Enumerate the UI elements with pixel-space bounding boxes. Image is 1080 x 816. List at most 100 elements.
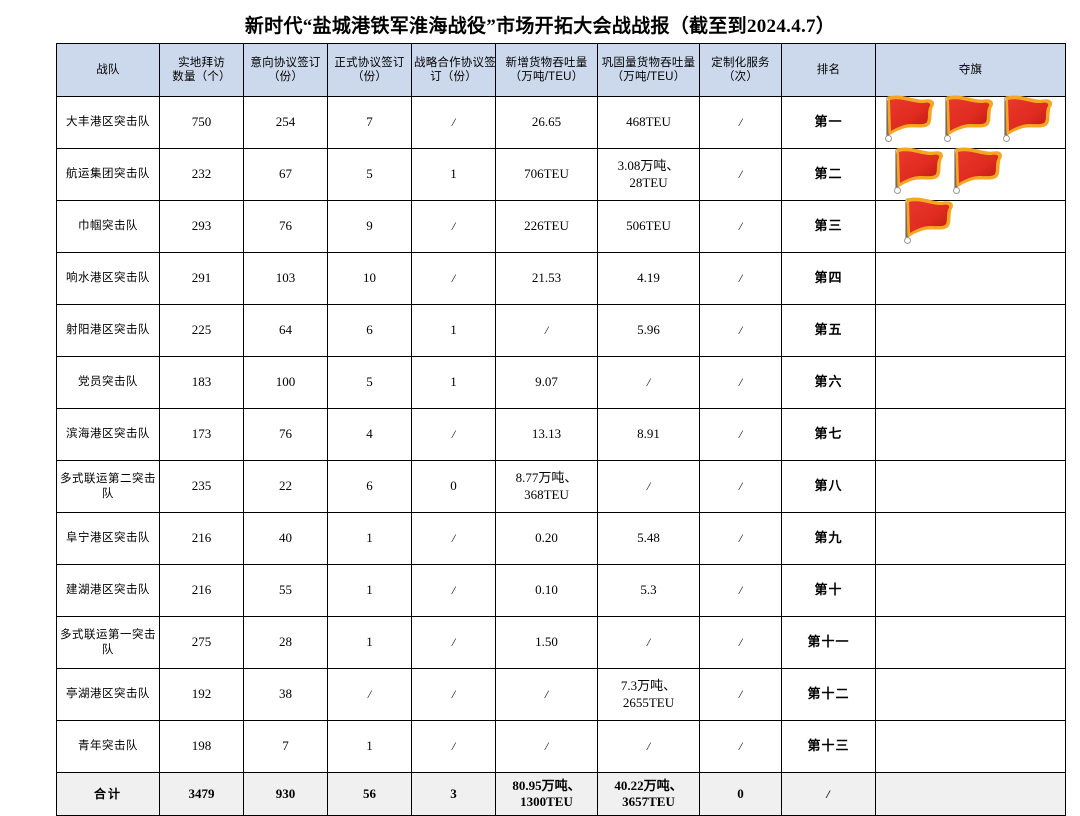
flag-group (876, 94, 1065, 148)
cell-rank: 第三 (781, 200, 876, 253)
cell-consolidated-throughput-line: / (646, 739, 651, 753)
column-header-formal: 正式协议签订 （份） (327, 43, 412, 97)
cell-new-throughput: 0.10 (495, 564, 598, 617)
cell-visits: 293 (159, 200, 244, 253)
table-row: 阜宁港区突击队 216 40 1 / 0.20 5.48 / 第九 (56, 512, 1066, 565)
cell-visits: 750 (159, 96, 244, 149)
cell-visits: 216 (159, 564, 244, 617)
column-header-rank: 排名 (781, 43, 876, 97)
cell-formal-agreements: 1 (327, 720, 412, 773)
cell-consolidated-throughput-line: 5.48 (637, 530, 660, 546)
header-row: 战队 实地拜访 数量（个） 意向协议签订 （份） 正式协议签订 （份） 战略合作协议签 订（份）… (56, 43, 1066, 97)
cell-team: 巾帼突击队 (56, 200, 160, 253)
column-header-line: 排名 (816, 63, 841, 76)
cell-new-throughput-line: / (544, 323, 549, 337)
cell-custom-service-value: / (738, 427, 743, 442)
cell-new-throughput: 706TEU (495, 148, 598, 201)
cell-custom-service-value: / (738, 687, 743, 702)
cell-visits: 235 (159, 460, 244, 513)
cell-new-throughput-line: / (544, 739, 549, 753)
cell-rank: 第一 (781, 96, 876, 149)
cell-visits: 225 (159, 304, 244, 357)
cell-rank: 第十三 (781, 720, 876, 773)
cell-consolidated-throughput-line: / (646, 635, 651, 649)
cell-formal-agreements: 6 (327, 304, 412, 357)
cell-team: 多式联运第一突击队 (56, 616, 160, 669)
table-row: 射阳港区突击队 225 64 6 1 / 5.96 / 第五 (56, 304, 1066, 357)
cell-formal-agreements-value: / (367, 687, 372, 702)
cell-strategic-agreements-value: / (451, 271, 456, 286)
cell-custom-service: / (699, 200, 782, 253)
table-row: 亭湖港区突击队 192 38 / / / 7.3万吨、 2655TEU / 第十二 (56, 668, 1066, 721)
cell-custom-service: / (699, 304, 782, 357)
cell-consolidated-throughput-line: 28TEU (629, 174, 668, 190)
cell-team: 多式联运第二突击队 (56, 460, 160, 513)
cell-new-throughput-line: 80.95万吨、 (512, 777, 581, 793)
cell-rank: 第七 (781, 408, 876, 461)
cell-consolidated-throughput-line: 3657TEU (622, 794, 675, 809)
column-header-line: 定制化服务 (711, 56, 770, 69)
column-header-team: 战队 (56, 43, 160, 97)
table-row: 滨海港区突击队 173 76 4 / 13.13 8.91 / 第七 (56, 408, 1066, 461)
cell-team: 滨海港区突击队 (56, 408, 160, 461)
cell-captured-flags (875, 512, 1066, 565)
cell-custom-service: / (699, 96, 782, 149)
cell-custom-service: / (699, 252, 782, 305)
rank-value: / (826, 786, 831, 801)
red-flag-icon (898, 196, 956, 250)
column-header-line: （份） (351, 71, 388, 83)
cell-new-throughput: 21.53 (495, 252, 598, 305)
cell-custom-service-value: / (738, 531, 743, 546)
cell-strategic-agreements: / (411, 252, 496, 305)
cell-strategic-agreements: 3 (411, 772, 496, 816)
column-header-line: 数量（个） (172, 71, 231, 83)
cell-visits: 216 (159, 512, 244, 565)
table-row: 响水港区突击队 291 103 10 / 21.53 4.19 / 第四 (56, 252, 1066, 305)
cell-formal-agreements: 5 (327, 356, 412, 409)
cell-rank: 第十一 (781, 616, 876, 669)
cell-new-throughput: 8.77万吨、 368TEU (495, 460, 598, 513)
cell-strategic-agreements: / (411, 564, 496, 617)
cell-custom-service-value: / (738, 375, 743, 390)
cell-visits: 173 (159, 408, 244, 461)
cell-visits: 183 (159, 356, 244, 409)
cell-intent-agreements: 67 (243, 148, 328, 201)
cell-captured-flags (875, 408, 1066, 461)
cell-strategic-agreements-value: / (451, 115, 456, 130)
cell-new-throughput-line: 706TEU (524, 166, 569, 182)
cell-formal-agreements: 4 (327, 408, 412, 461)
cell-consolidated-throughput: 5.48 (597, 512, 700, 565)
column-header-line: 新增货物吞吐量 (505, 56, 588, 69)
table-row: 青年突击队 198 7 1 / / / / 第十三 (56, 720, 1066, 773)
cell-rank: 第八 (781, 460, 876, 513)
cell-intent-agreements: 254 (243, 96, 328, 149)
cell-consolidated-throughput-line: 4.19 (637, 270, 660, 286)
cell-custom-service-value: / (738, 739, 743, 754)
cell-new-throughput: 0.20 (495, 512, 598, 565)
cell-new-throughput: 226TEU (495, 200, 598, 253)
column-header-line: （次） (722, 71, 759, 83)
column-header-line: （万吨/TEU） (509, 71, 584, 83)
column-header-line: 巩固量货物吞吐量 (601, 56, 696, 69)
cell-intent-agreements: 100 (243, 356, 328, 409)
red-flag-icon (997, 94, 1055, 148)
table-row: 巾帼突击队 293 76 9 / 226TEU 506TEU / 第三 (56, 197, 1066, 253)
cell-new-throughput-line: 0.10 (535, 582, 558, 598)
cell-custom-service: / (699, 460, 782, 513)
cell-visits: 291 (159, 252, 244, 305)
table-row: 大丰港区突击队 750 254 7 / 26.65 468TEU / 第一 (56, 94, 1066, 149)
cell-strategic-agreements: 1 (411, 148, 496, 201)
cell-new-throughput: 26.65 (495, 96, 598, 149)
cell-intent-agreements: 103 (243, 252, 328, 305)
table-body: 大丰港区突击队 750 254 7/26.65 468TEU / 第一 航运集团突击队 232 6… (56, 94, 1066, 816)
cell-intent-agreements: 76 (243, 408, 328, 461)
cell-consolidated-throughput: 7.3万吨、 2655TEU (597, 668, 700, 721)
cell-team: 大丰港区突击队 (56, 96, 160, 149)
cell-new-throughput-line: 1.50 (535, 634, 558, 650)
cell-custom-service: / (699, 356, 782, 409)
cell-consolidated-throughput-line: 506TEU (626, 218, 671, 234)
cell-rank: 第五 (781, 304, 876, 357)
cell-rank: 第十二 (781, 668, 876, 721)
cell-consolidated-throughput: 506TEU (597, 200, 700, 253)
cell-team: 青年突击队 (56, 720, 160, 773)
